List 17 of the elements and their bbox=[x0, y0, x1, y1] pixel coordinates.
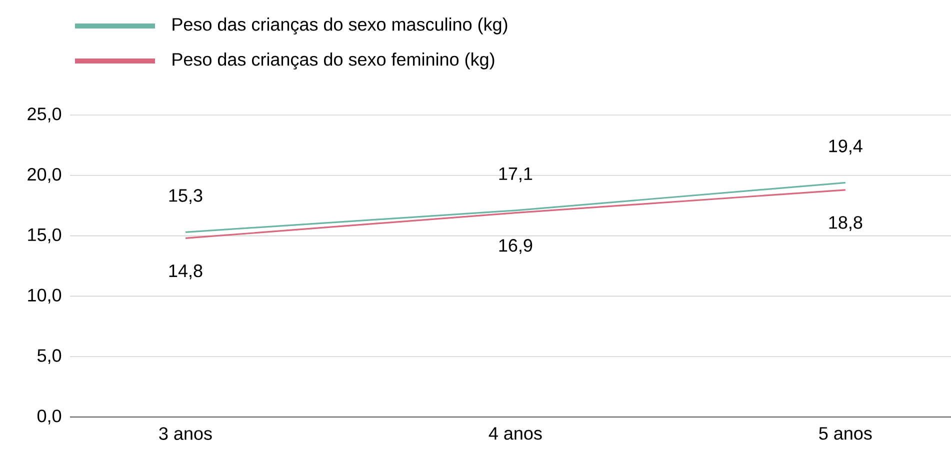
y-tick-label: 10,0 bbox=[28, 288, 62, 304]
data-label: 15,3 bbox=[169, 189, 202, 204]
data-label: 19,4 bbox=[829, 140, 862, 154]
y-tick-label: 5,0 bbox=[38, 349, 62, 364]
y-tick-label: 15,0 bbox=[28, 228, 62, 244]
x-tick-label: 3 anos bbox=[159, 427, 212, 440]
y-tick-label: 0,0 bbox=[37, 410, 62, 424]
legend-label: Peso das crianças do sexo feminino (kg) bbox=[172, 52, 494, 70]
y-tick-label: 25,0 bbox=[28, 108, 62, 122]
legend-label: Peso das crianças do sexo masculino (kg) bbox=[172, 18, 508, 34]
data-label: 18,8 bbox=[829, 216, 862, 231]
x-tick-label: 5 anos bbox=[819, 427, 872, 440]
x-tick-label: 4 anos bbox=[488, 427, 542, 440]
data-label: 17,1 bbox=[499, 168, 532, 182]
y-tick-label: 20,0 bbox=[28, 168, 62, 183]
data-label: 14,8 bbox=[169, 264, 202, 280]
data-label: 16,9 bbox=[499, 239, 532, 254]
